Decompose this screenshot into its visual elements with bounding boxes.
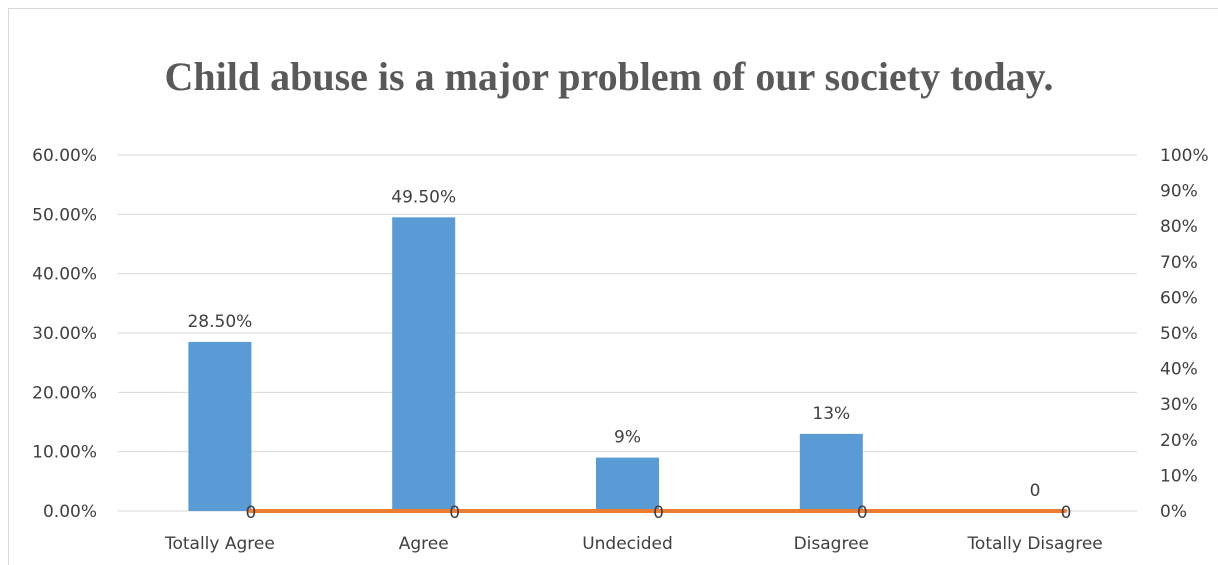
y-tick-label: 50.00% (32, 205, 97, 225)
y2-tick-label: 40% (1160, 360, 1198, 380)
y-tick-label: 40.00% (32, 265, 97, 285)
y2-tick-label: 30% (1160, 395, 1198, 415)
line-data-label: 0 (653, 503, 664, 523)
bar-data-label: 0 (1030, 481, 1041, 501)
line-data-label: 0 (857, 503, 868, 523)
y-axis-right: 0% 10% 20% 30% 40% 50% 60% 70% 80% 90% 100% (1160, 146, 1209, 522)
y-tick-label: 30.00% (32, 324, 97, 344)
x-tick-label: Totally Disagree (966, 534, 1102, 554)
chart-title: Child abuse is a major problem of our so… (165, 54, 1054, 99)
y-tick-label: 60.00% (32, 146, 97, 166)
bar-data-label: 9% (614, 428, 641, 448)
y2-tick-label: 80% (1160, 217, 1198, 237)
y2-tick-label: 50% (1160, 324, 1198, 344)
y2-tick-label: 100% (1160, 146, 1209, 166)
y2-tick-label: 20% (1160, 431, 1198, 451)
x-tick-label: Undecided (582, 534, 673, 554)
x-tick-label: Totally Agree (164, 534, 275, 554)
y-tick-label: 20.00% (32, 383, 97, 403)
y2-tick-label: 70% (1160, 253, 1198, 273)
bar-data-label: 13% (812, 404, 850, 424)
line-data-label: 0 (245, 503, 256, 523)
bar (596, 457, 659, 511)
chart-frame (8, 8, 1218, 565)
line-data-labels: 0 0 0 0 0 (245, 503, 1071, 523)
y2-tick-label: 90% (1160, 182, 1198, 202)
x-tick-label: Agree (399, 534, 449, 554)
bar (188, 341, 252, 511)
bar-data-label: 28.50% (187, 312, 252, 332)
y-tick-label: 10.00% (32, 443, 97, 463)
y-axis-left: 0.00% 10.00% 20.00% 30.00% 40.00% 50.00% 60.00… (32, 146, 97, 522)
y2-tick-label: 60% (1160, 288, 1198, 308)
bar (392, 217, 456, 512)
y2-tick-label: 0% (1160, 502, 1187, 522)
bar-series (188, 217, 863, 512)
y-tick-label: 0.00% (43, 502, 97, 522)
y2-tick-label: 10% (1160, 466, 1198, 486)
x-axis: Totally Agree Agree Undecided Disagree Total… (164, 534, 1103, 554)
bar (799, 433, 863, 511)
line-data-label: 0 (1061, 503, 1072, 523)
x-tick-label: Disagree (794, 534, 869, 554)
bar-data-label: 49.50% (391, 187, 456, 207)
bar-data-labels: 28.50% 49.50% 9% 13% 0 (187, 187, 1040, 501)
line-data-label: 0 (449, 503, 460, 523)
